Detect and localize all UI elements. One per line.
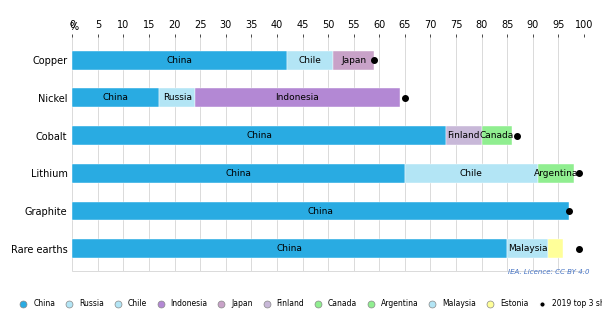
Text: Chile: Chile	[460, 169, 483, 178]
Text: China: China	[226, 169, 252, 178]
Bar	[72, 202, 568, 221]
Text: IEA. Licence: CC BY 4.0: IEA. Licence: CC BY 4.0	[509, 269, 590, 275]
Text: China: China	[277, 244, 303, 253]
Text: China: China	[167, 56, 193, 65]
Bar	[287, 51, 333, 70]
Bar	[72, 239, 507, 258]
Text: Russia: Russia	[163, 93, 191, 102]
Bar	[72, 164, 405, 183]
Bar	[482, 126, 512, 145]
Text: %: %	[69, 22, 78, 32]
Bar	[548, 239, 563, 258]
Bar	[72, 51, 287, 70]
Text: Malaysia: Malaysia	[508, 244, 547, 253]
Text: Finland: Finland	[447, 131, 480, 140]
Bar	[507, 239, 548, 258]
Bar	[445, 126, 482, 145]
Bar	[538, 164, 574, 183]
Text: China: China	[246, 131, 272, 140]
Text: Japan: Japan	[341, 56, 366, 65]
Bar	[405, 164, 538, 183]
Legend: China, Russia, Chile, Indonesia, Japan, Finland, Canada, Argentina, Malaysia, Es: China, Russia, Chile, Indonesia, Japan, …	[16, 299, 602, 308]
Bar	[159, 88, 195, 107]
Text: China: China	[103, 93, 129, 102]
Bar	[195, 88, 400, 107]
Text: Chile: Chile	[299, 56, 321, 65]
Text: China: China	[308, 207, 334, 216]
Text: Canada: Canada	[480, 131, 514, 140]
Text: Indonesia: Indonesia	[276, 93, 319, 102]
Text: Argentina: Argentina	[533, 169, 578, 178]
Bar	[72, 88, 159, 107]
Bar	[72, 126, 445, 145]
Bar	[333, 51, 374, 70]
